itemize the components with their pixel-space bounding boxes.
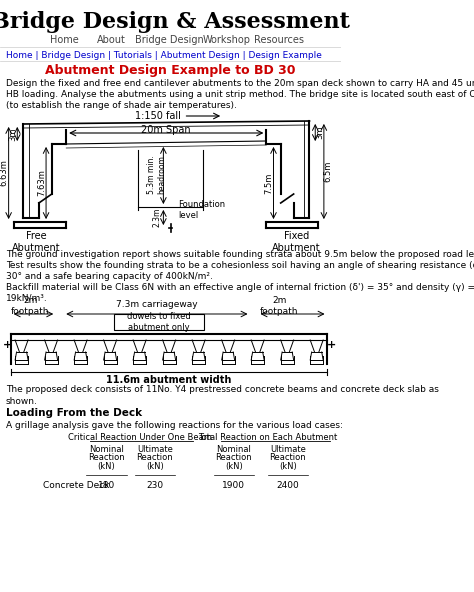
Text: 20m Span: 20m Span (141, 125, 191, 135)
Text: 11.6m abutment width: 11.6m abutment width (107, 375, 232, 385)
Text: (to establish the range of shade air temperatures).: (to establish the range of shade air tem… (6, 101, 237, 110)
Text: (kN): (kN) (225, 462, 243, 471)
Text: Concrete Deck: Concrete Deck (43, 481, 109, 490)
Text: 230: 230 (146, 481, 164, 490)
Text: The ground investigation report shows suitable founding strata about 9.5m below : The ground investigation report shows su… (6, 249, 474, 259)
Text: 2.3m: 2.3m (153, 207, 162, 227)
Text: Total Reaction on Each Abutment: Total Reaction on Each Abutment (198, 433, 337, 442)
Text: +: + (327, 340, 336, 350)
Text: Reaction: Reaction (88, 453, 125, 462)
Text: 7.63m: 7.63m (37, 169, 46, 197)
Text: 7.5m: 7.5m (264, 172, 273, 194)
Text: A grillage analysis gave the following reactions for the various load cases:: A grillage analysis gave the following r… (6, 420, 343, 430)
Text: (kN): (kN) (146, 462, 164, 471)
Text: Critical Reaction Under One Beam: Critical Reaction Under One Beam (68, 433, 212, 442)
Text: dowels to fixed
abutment only: dowels to fixed abutment only (127, 313, 191, 332)
Text: Home | Bridge Design | Tutorials | Abutment Design | Design Example: Home | Bridge Design | Tutorials | Abutm… (6, 50, 322, 60)
Text: (kN): (kN) (98, 462, 115, 471)
Text: Design the fixed and free end cantilever abutments to the 20m span deck shown to: Design the fixed and free end cantilever… (6, 79, 474, 88)
Text: Abutment Design Example to BD 30: Abutment Design Example to BD 30 (46, 63, 296, 76)
Text: Reaction: Reaction (270, 453, 306, 462)
Text: 2400: 2400 (276, 481, 299, 490)
Text: Workshop: Workshop (203, 35, 251, 45)
Text: 3m: 3m (315, 126, 324, 139)
Text: The proposed deck consists of 11No. Y4 prestressed concrete beams and concrete d: The proposed deck consists of 11No. Y4 p… (6, 385, 438, 394)
Text: 5.3m min.
headroom: 5.3m min. headroom (147, 156, 166, 194)
Text: Loading From the Deck: Loading From the Deck (6, 408, 142, 418)
Text: Bridge Design: Bridge Design (135, 35, 203, 45)
Text: 3m: 3m (9, 127, 18, 141)
Text: Nominal: Nominal (217, 445, 251, 453)
Text: 180: 180 (98, 481, 115, 490)
Bar (114, 314, 204, 330)
Text: HB loading. Analyse the abutments using a unit strip method. The bridge site is : HB loading. Analyse the abutments using … (6, 89, 474, 98)
Text: 19kN/m³.: 19kN/m³. (6, 294, 47, 303)
Text: 1900: 1900 (222, 481, 246, 490)
Text: Reaction: Reaction (137, 453, 173, 462)
Text: 2m
footpath: 2m footpath (260, 297, 299, 316)
Text: Foundation
level: Foundation level (178, 200, 225, 220)
Text: Resources: Resources (254, 35, 304, 45)
Text: Ultimate: Ultimate (270, 445, 306, 453)
Text: 30° and a safe bearing capacity of 400kN/m².: 30° and a safe bearing capacity of 400kN… (6, 272, 213, 281)
Text: Nominal: Nominal (89, 445, 124, 453)
Text: 2m
footpath: 2m footpath (11, 297, 49, 316)
Text: Bridge Design & Assessment: Bridge Design & Assessment (0, 11, 350, 33)
Text: 6.5m: 6.5m (324, 160, 333, 182)
Text: Backfill material will be Class 6N with an effective angle of internal friction : Backfill material will be Class 6N with … (6, 282, 474, 291)
Text: Fixed
Abutment: Fixed Abutment (272, 231, 321, 253)
Text: +: + (2, 340, 12, 350)
Text: Free
Abutment: Free Abutment (12, 231, 60, 253)
Text: 1:150 fall: 1:150 fall (136, 111, 181, 121)
Text: shown.: shown. (6, 397, 37, 406)
Text: Test results show the founding strata to be a cohesionless soil having an angle : Test results show the founding strata to… (6, 260, 474, 269)
Text: About: About (97, 35, 126, 45)
Text: Home: Home (50, 35, 79, 45)
Text: Ultimate: Ultimate (137, 445, 173, 453)
Text: 7.3m carriageway: 7.3m carriageway (116, 300, 198, 308)
Text: Reaction: Reaction (216, 453, 252, 462)
Text: (kN): (kN) (279, 462, 297, 471)
Text: 6.63m: 6.63m (0, 160, 9, 186)
